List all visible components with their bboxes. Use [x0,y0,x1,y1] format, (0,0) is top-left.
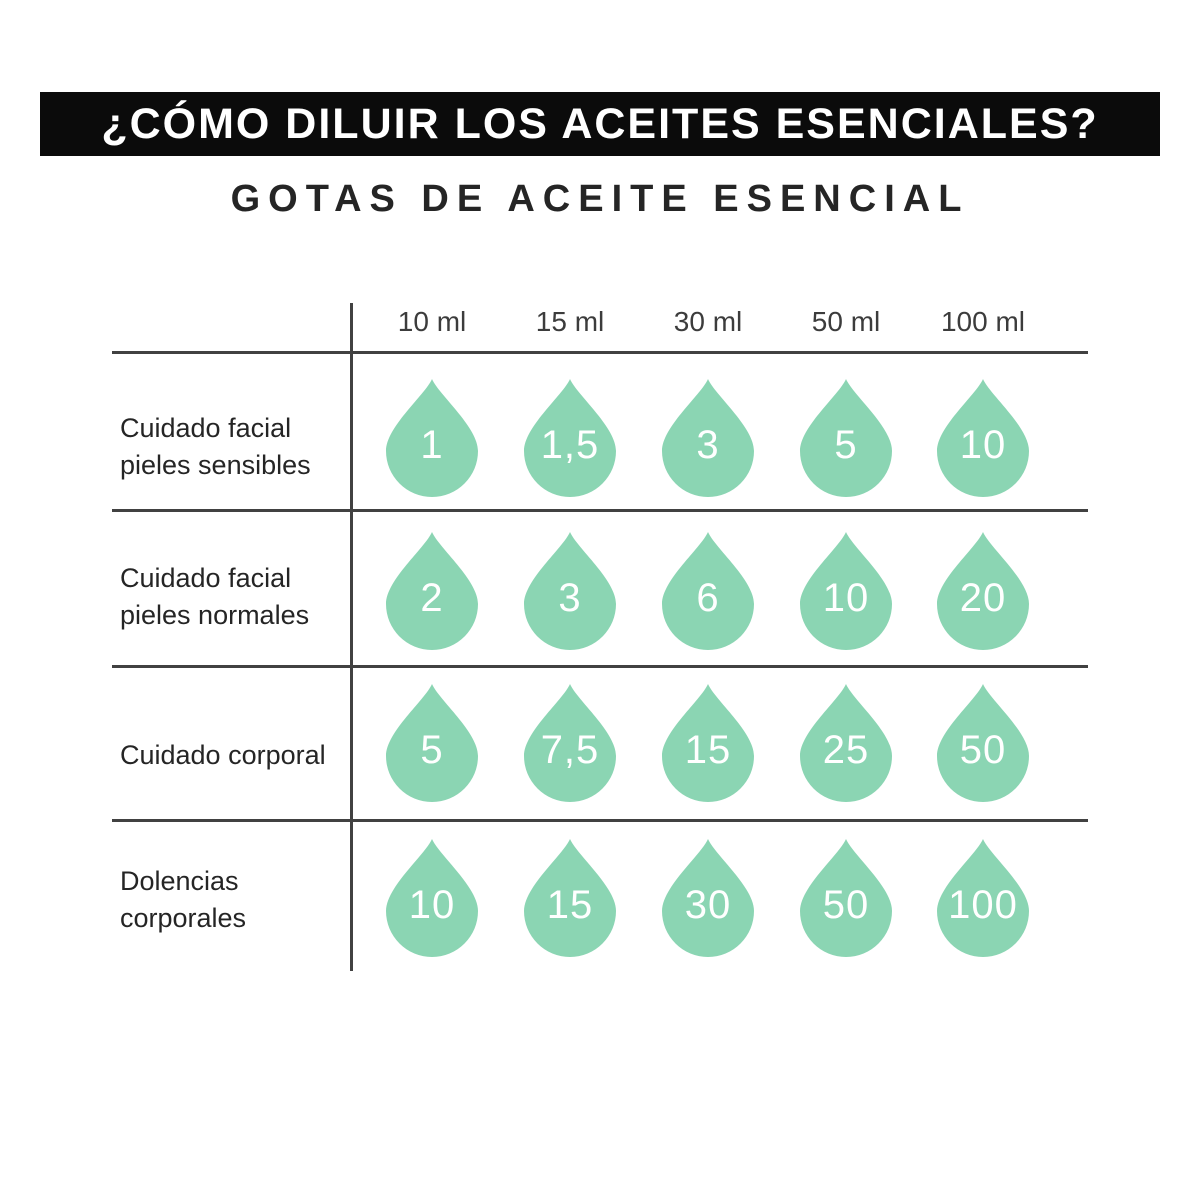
row-label-line: Dolencias [120,866,239,896]
drop-value: 5 [834,423,858,467]
drop-cell: 1 [382,377,482,499]
column-header-30ml: 30 ml [673,306,743,337]
drop-cell: 5 [382,682,482,804]
column-header-10ml: 10 ml [397,306,467,337]
drop-icon [524,684,616,802]
drop-cell: 10 [933,377,1033,499]
drop-icon [386,379,478,497]
drop-value: 50 [959,728,1007,772]
drop-value: 50 [822,883,870,927]
drop-cell: 10 [382,837,482,959]
row-label-facial-sensible: Cuidado facial pieles sensibles [120,410,350,484]
drop-cell: 3 [520,530,620,652]
drop-icon [937,379,1029,497]
row-label-dolencias: Dolencias corporales [120,863,350,937]
table-horizontal-rule [112,351,1088,354]
row-label-line: pieles normales [120,600,310,630]
drop-icon [800,839,892,957]
title-banner: ¿CÓMO DILUIR LOS ACEITES ESENCIALES? [40,92,1160,156]
drop-value: 20 [959,576,1007,620]
drop-icon [800,532,892,650]
table-horizontal-rule [112,509,1088,512]
drop-icon [800,684,892,802]
drop-icon [937,839,1029,957]
drop-cell: 15 [658,682,758,804]
row-label-corporal: Cuidado corporal [120,737,350,774]
table-horizontal-rule [112,665,1088,668]
row-label-line: corporales [120,903,247,933]
drop-cell: 2 [382,530,482,652]
column-header-100ml: 100 ml [940,306,1026,337]
drop-cell: 15 [520,837,620,959]
row-label-line: Cuidado facial [120,563,292,593]
drop-cell: 25 [796,682,896,804]
subtitle: GOTAS DE ACEITE ESENCIAL [230,178,970,220]
table-vertical-rule [350,303,353,971]
column-header-50ml: 50 ml [811,306,881,337]
drop-cell: 100 [933,837,1033,959]
page-title: ¿CÓMO DILUIR LOS ACEITES ESENCIALES? [101,99,1099,148]
drop-icon [386,684,478,802]
drop-value: 10 [408,883,456,927]
drop-value: 5 [420,728,444,772]
column-header-15ml: 15 ml [535,306,605,337]
drop-cell: 6 [658,530,758,652]
drop-value: 3 [696,423,720,467]
drop-cell: 1,5 [520,377,620,499]
drop-icon [386,532,478,650]
drop-icon [937,684,1029,802]
drop-value: 6 [696,576,720,620]
table-horizontal-rule [112,819,1088,822]
drop-cell: 50 [796,837,896,959]
drop-value: 2 [420,576,444,620]
drop-icon [662,532,754,650]
drop-icon [662,839,754,957]
drop-value: 30 [684,883,732,927]
drop-value: 25 [822,728,870,772]
drop-cell: 50 [933,682,1033,804]
row-label-line: Cuidado corporal [120,740,326,770]
drop-value: 10 [959,423,1007,467]
drop-cell: 5 [796,377,896,499]
drop-icon [524,839,616,957]
drop-cell: 10 [796,530,896,652]
drop-icon [524,379,616,497]
drop-cell: 20 [933,530,1033,652]
drop-icon [524,532,616,650]
drop-icon [386,839,478,957]
drop-icon [937,532,1029,650]
row-label-line: Cuidado facial [120,413,292,443]
drop-icon [662,684,754,802]
row-label-facial-normal: Cuidado facial pieles normales [120,560,350,634]
drop-cell: 3 [658,377,758,499]
drop-value: 1,5 [540,423,600,467]
drop-value: 10 [822,576,870,620]
row-label-line: pieles sensibles [120,450,311,480]
drop-value: 7,5 [540,728,600,772]
drop-value: 15 [546,883,594,927]
drop-value: 3 [558,576,582,620]
drop-cell: 30 [658,837,758,959]
drop-value: 15 [684,728,732,772]
drop-cell: 7,5 [520,682,620,804]
drop-icon [662,379,754,497]
drop-value: 100 [948,883,1018,927]
drop-value: 1 [420,423,444,467]
drop-icon [800,379,892,497]
